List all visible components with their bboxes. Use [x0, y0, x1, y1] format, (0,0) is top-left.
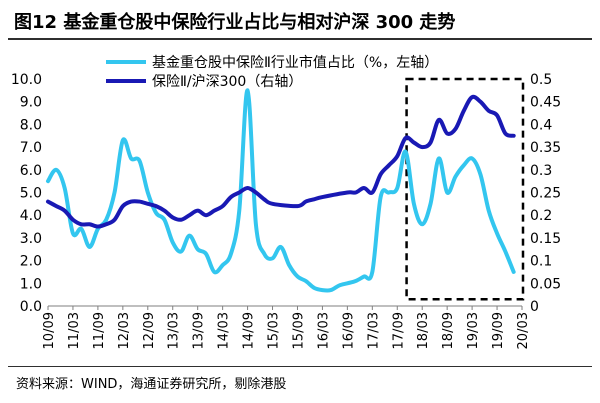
left-axis-tick-label: 5.0	[20, 186, 42, 202]
series-lines	[46, 88, 516, 293]
title-bar: 图12 基金重仓股中保险行业占比与相对沪深 300 走势	[0, 0, 600, 40]
legend-item-fund-share: 基金重仓股中保险Ⅱ行业市值占比（%，左轴）	[152, 54, 438, 71]
right-axis-tick-label: 0.15	[530, 231, 561, 247]
left-axis-tick-label: 2.0	[20, 254, 42, 270]
right-axis-tick-label: 0.2	[530, 208, 552, 224]
right-axis-tick-label: 0	[530, 299, 539, 315]
x-axis-tick-label: 19/03	[466, 312, 481, 349]
x-axis-tick-label: 18/03	[416, 312, 431, 349]
x-axis-tick-label: 12/09	[142, 312, 157, 349]
right-axis-tick-label: 0.25	[530, 186, 561, 202]
left-axis-tick-label: 6.0	[20, 163, 42, 179]
x-axis-tick-label: 16/09	[341, 312, 356, 349]
right-axis-tick-label: 0.4	[530, 117, 552, 133]
left-axis-tick-label: 3.0	[20, 231, 42, 247]
source-divider	[8, 366, 592, 367]
x-axis-tick-label: 11/09	[92, 312, 107, 349]
x-axis-tick-label: 18/09	[441, 312, 456, 349]
chart-title: 图12 基金重仓股中保险行业占比与相对沪深 300 走势	[14, 12, 456, 33]
x-axis-tick-label: 13/09	[192, 312, 207, 349]
x-axis-tick-label: 16/03	[316, 312, 331, 349]
x-axis-tick-label: 12/03	[117, 312, 132, 349]
x-axis-tick-label: 13/03	[167, 312, 182, 349]
x-axis-tick-label: 15/03	[267, 312, 282, 349]
source-note: 资料来源：WIND，海通证券研究所，剔除港股	[16, 377, 287, 392]
right-axis-tick-label: 0.5	[530, 72, 552, 88]
right-axis-tick-label: 0.3	[530, 163, 552, 179]
left-axis-tick-label: 10.0	[11, 72, 42, 88]
title-divider	[8, 38, 592, 40]
legend-item-relative: 保险Ⅱ/沪深300（右轴）	[152, 74, 302, 90]
x-axis-tick-label: 19/09	[491, 312, 506, 349]
right-axis-tick-label: 0.1	[530, 254, 552, 270]
x-axis-tick-label: 17/03	[366, 312, 381, 349]
x-axis-tick-label: 15/09	[291, 312, 306, 349]
x-axis-tick-label: 10/09	[42, 312, 57, 349]
left-axis-tick-label: 0.0	[20, 299, 42, 315]
series-line-fund-share	[46, 88, 516, 293]
x-axis-tick-label: 14/09	[242, 312, 257, 349]
left-axis-tick-label: 1.0	[20, 276, 42, 292]
right-axis-tick-label: 0.35	[530, 140, 561, 156]
left-axis-tick-label: 9.0	[20, 95, 42, 111]
series-line-relative	[46, 94, 516, 229]
chart-area: 0.0 1.0 2.0 3.0 4.0 5.0 6.0 7.0 8.0 9.0 10.0 0 0.05 0…	[11, 54, 561, 349]
right-axis-tick-label: 0.05	[530, 276, 561, 292]
x-axis-tick-label: 14/03	[217, 312, 232, 349]
x-axis-tick-label: 11/03	[67, 312, 82, 349]
x-axis-tick-label: 20/03	[516, 312, 531, 349]
legend: 基金重仓股中保险Ⅱ行业市值占比（%，左轴） 保险Ⅱ/沪深300（右轴）	[106, 54, 438, 90]
left-axis-tick-label: 4.0	[20, 208, 42, 224]
right-axis-tick-label: 0.45	[530, 95, 561, 111]
x-axis-tick-label: 17/09	[391, 312, 406, 349]
left-axis-tick-label: 7.0	[20, 140, 42, 156]
axes: 0.0 1.0 2.0 3.0 4.0 5.0 6.0 7.0 8.0 9.0 10.0 0 0.05 0…	[11, 72, 561, 349]
left-axis-tick-label: 8.0	[20, 117, 42, 133]
